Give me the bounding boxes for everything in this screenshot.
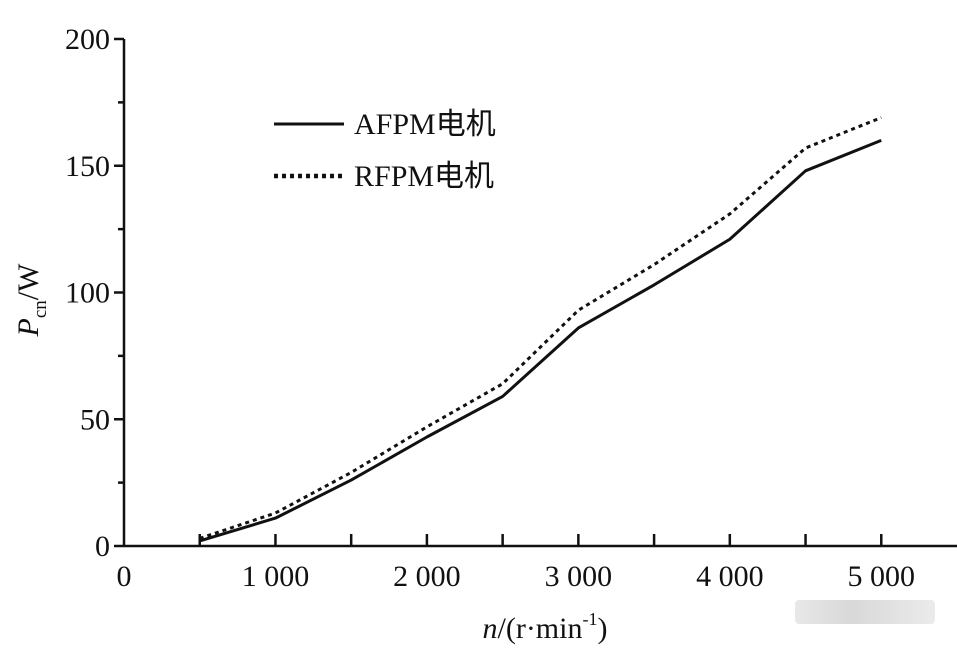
legend-label-0: AFPM电机 xyxy=(354,108,496,141)
series-line-1 xyxy=(199,116,882,540)
y-tick-label: 100 xyxy=(65,277,110,310)
series-layer xyxy=(199,116,882,543)
x-axis-label: n/(r·min-1) xyxy=(483,609,608,645)
y-tick-label: 200 xyxy=(65,23,110,56)
legend-label-1: RFPM电机 xyxy=(354,160,494,193)
series-line-0 xyxy=(199,139,882,543)
y-tick-label: 150 xyxy=(65,150,110,183)
y-tick-label: 50 xyxy=(80,403,110,436)
x-tick-label: 1 000 xyxy=(242,560,310,593)
y-axis-label: Pcn/W xyxy=(12,263,51,338)
x-tick-label: 5 000 xyxy=(848,560,916,593)
axes xyxy=(122,39,957,548)
x-tick-label: 0 xyxy=(117,560,132,593)
legend: AFPM电机 RFPM电机 xyxy=(274,108,496,193)
y-tick-label: 0 xyxy=(95,530,110,563)
x-tick-label: 4 000 xyxy=(696,560,764,593)
x-tick-label: 2 000 xyxy=(393,560,461,593)
watermark xyxy=(795,600,935,624)
ticks: 0 50 100 150 200 0 1 000 2 000 3 000 4 000 5 000 xyxy=(65,23,915,593)
x-tick-label: 3 000 xyxy=(545,560,613,593)
